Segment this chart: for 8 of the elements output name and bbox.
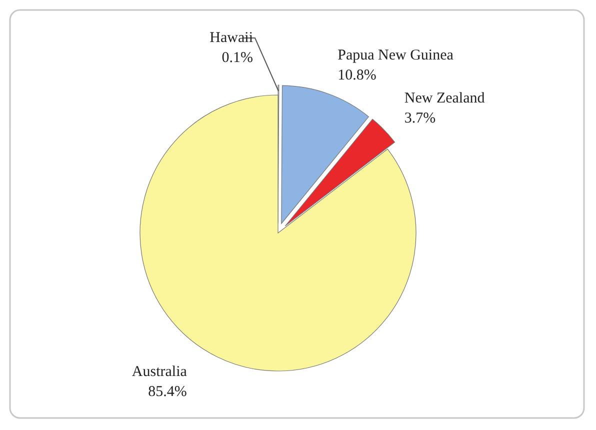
slice-label: New Zealand (404, 90, 486, 107)
data-label: 85.4% (148, 384, 187, 400)
slice-label: Australia (132, 364, 188, 380)
slice-label: Hawaii (210, 30, 253, 46)
slice-label: Papua New Guinea (338, 47, 454, 64)
data-label: 3.7% (404, 110, 436, 127)
data-label: 10.8% (338, 67, 376, 84)
data-label: 0.1% (222, 50, 253, 66)
